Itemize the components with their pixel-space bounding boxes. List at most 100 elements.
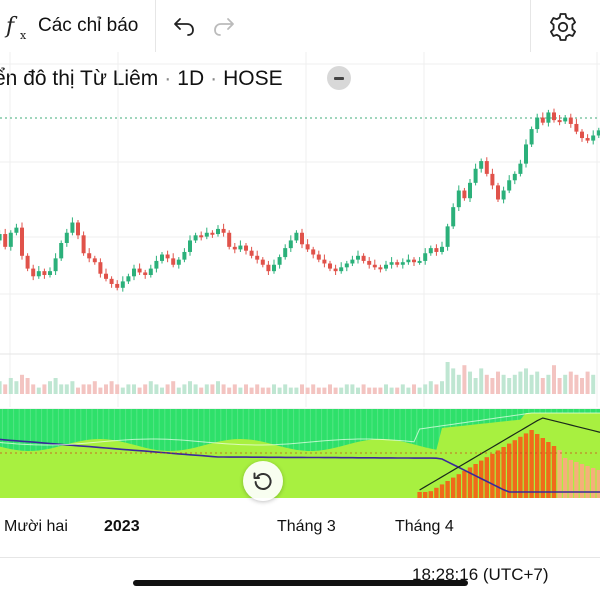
candle: [227, 230, 232, 250]
candle: [518, 159, 523, 177]
volume-bar: [434, 384, 439, 394]
volume-bar: [580, 378, 584, 394]
candle-body: [333, 268, 338, 272]
candle: [501, 186, 506, 204]
volume-bar: [14, 381, 19, 394]
candle: [507, 175, 512, 194]
candle: [294, 230, 299, 243]
candle-body: [154, 260, 159, 269]
candle-body: [540, 117, 545, 123]
volume-bar: [104, 384, 108, 394]
candle: [120, 276, 125, 292]
volume-bar: [384, 384, 388, 394]
volume-pane: [0, 362, 596, 394]
histogram-bar: [523, 433, 529, 498]
candle-body: [300, 232, 304, 245]
collapse-legend-button[interactable]: [327, 66, 351, 90]
volume-bar: [574, 374, 579, 394]
candle: [473, 163, 478, 186]
candle-body: [272, 264, 276, 272]
candle-body: [36, 271, 41, 277]
redo-button[interactable]: [208, 12, 240, 40]
histogram-bar: [579, 464, 585, 498]
volume-bar: [428, 381, 433, 394]
candle-body: [316, 254, 321, 260]
volume-bar: [540, 378, 545, 394]
candle-body: [344, 263, 349, 268]
candle-body: [596, 130, 600, 136]
candle: [372, 259, 377, 270]
histogram-bar: [507, 443, 512, 498]
candle: [339, 262, 344, 274]
volume-bar: [25, 378, 30, 394]
oscillator-area: [0, 413, 600, 498]
candle: [585, 134, 590, 144]
volume-bar: [277, 387, 282, 394]
reset-chart-button[interactable]: [243, 461, 283, 501]
clock-label: 18:28:16 (UTC+7): [412, 565, 549, 584]
candle-body: [328, 263, 332, 269]
volume-bar: [395, 387, 400, 394]
candle: [311, 246, 316, 259]
candle: [456, 185, 461, 211]
timeframe-label[interactable]: 1D: [177, 67, 205, 90]
candle-body: [3, 234, 8, 247]
candle-body: [193, 235, 198, 241]
symbol-name[interactable]: ển đô thị Từ Liêm: [0, 67, 159, 90]
candle-body: [512, 173, 517, 181]
candle-body: [585, 138, 590, 141]
candle-body: [76, 222, 80, 236]
candle: [221, 223, 226, 237]
signal-line: [419, 417, 600, 491]
candle-body: [356, 255, 360, 260]
reset-icon: [253, 472, 272, 490]
volume-bar: [48, 381, 52, 394]
candle: [378, 264, 383, 273]
candle-body: [462, 190, 467, 199]
volume-bar: [227, 387, 232, 394]
candle-body: [182, 251, 187, 260]
candle: [328, 260, 332, 272]
candle: [193, 232, 198, 243]
candle-body: [339, 267, 344, 272]
candle: [563, 115, 568, 124]
candle-body: [148, 268, 153, 275]
candle-body: [20, 227, 24, 256]
histogram-bar: [551, 446, 557, 498]
volume-bar: [98, 387, 103, 394]
volume-bar: [288, 387, 293, 394]
volume-bar: [316, 387, 321, 394]
candle: [529, 126, 534, 147]
candle: [524, 139, 528, 168]
price-chart[interactable]: [0, 52, 600, 510]
histogram-bar: [568, 460, 573, 498]
candle: [440, 241, 444, 255]
candle-body: [322, 259, 327, 264]
volume-bar: [143, 384, 148, 394]
settings-button[interactable]: [544, 10, 582, 44]
candle: [249, 246, 254, 259]
candle-body: [244, 245, 248, 251]
histogram-bar: [546, 442, 551, 498]
volume-bar: [160, 387, 164, 394]
candle-body: [591, 135, 596, 141]
candle-body: [490, 173, 495, 186]
volume-bar: [512, 374, 517, 394]
candle: [468, 179, 472, 203]
redo-icon: [214, 18, 234, 36]
volume-bar: [367, 387, 372, 394]
candle: [20, 222, 24, 260]
volume-bar: [490, 378, 495, 394]
candle: [3, 228, 8, 250]
candle: [428, 245, 433, 256]
volume-bar: [468, 371, 472, 394]
candle-body: [0, 234, 2, 241]
candle-body: [165, 254, 170, 259]
candle-body: [479, 161, 484, 169]
histogram-bar: [439, 484, 445, 498]
volume-bar: [20, 374, 24, 394]
undo-button[interactable]: [168, 12, 200, 40]
histogram-bar: [490, 453, 495, 498]
